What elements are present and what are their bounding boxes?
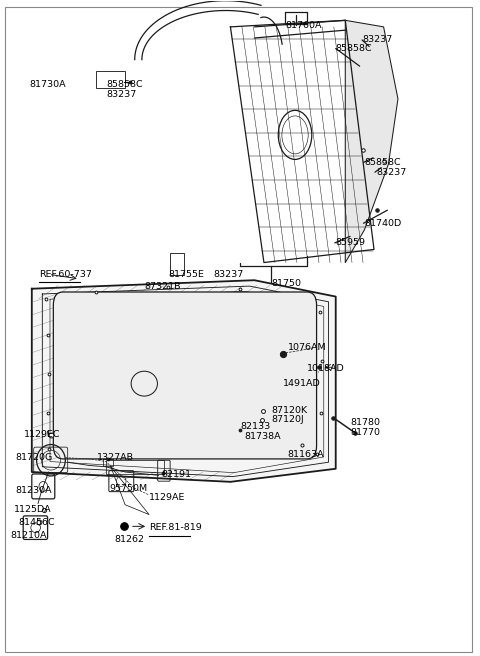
Text: 81163A: 81163A (288, 450, 324, 459)
Text: 1327AB: 1327AB (97, 453, 134, 462)
Polygon shape (230, 20, 374, 262)
Text: 81740D: 81740D (364, 218, 402, 228)
Text: 87321B: 87321B (144, 282, 181, 291)
Text: 81730A: 81730A (29, 80, 66, 89)
Text: 83237: 83237 (106, 90, 136, 99)
Polygon shape (345, 20, 398, 262)
Text: 81750: 81750 (271, 279, 301, 288)
Polygon shape (32, 280, 336, 482)
Text: 87120K: 87120K (271, 406, 307, 415)
FancyBboxPatch shape (109, 471, 134, 491)
Text: REF.81-819: REF.81-819 (149, 523, 202, 532)
Text: 81262: 81262 (114, 535, 144, 544)
Text: 82133: 82133 (240, 422, 270, 432)
Text: 1076AM: 1076AM (288, 343, 326, 352)
Text: 1129AE: 1129AE (149, 493, 185, 502)
Text: 81780: 81780 (350, 419, 380, 428)
Text: 85858C: 85858C (364, 158, 401, 167)
FancyBboxPatch shape (53, 292, 317, 459)
Text: 81210A: 81210A (10, 531, 47, 540)
Text: 81755E: 81755E (168, 270, 204, 279)
Text: 1491AD: 1491AD (283, 379, 321, 388)
Text: 81456C: 81456C (18, 518, 55, 527)
Text: 95750M: 95750M (110, 484, 148, 493)
Text: 87120J: 87120J (271, 415, 304, 424)
Text: 83237: 83237 (376, 168, 406, 176)
Text: 81738A: 81738A (245, 432, 281, 441)
Text: 81770: 81770 (350, 428, 380, 438)
FancyBboxPatch shape (23, 516, 48, 539)
Text: REF.60-737: REF.60-737 (39, 270, 92, 279)
Text: 85959: 85959 (336, 238, 366, 247)
Text: 81720G: 81720G (15, 453, 52, 462)
Text: 81230A: 81230A (15, 487, 52, 495)
Text: 85858C: 85858C (106, 80, 143, 89)
Text: 85858C: 85858C (336, 44, 372, 53)
Text: 81760A: 81760A (286, 21, 322, 30)
Text: 1125DA: 1125DA (13, 506, 51, 514)
Text: 82191: 82191 (161, 470, 191, 479)
FancyBboxPatch shape (170, 253, 184, 275)
Text: 1018AD: 1018AD (307, 364, 345, 373)
Text: 83237: 83237 (214, 270, 244, 279)
Text: 83237: 83237 (362, 35, 392, 45)
FancyBboxPatch shape (32, 474, 55, 499)
Text: 1129EC: 1129EC (24, 430, 60, 439)
